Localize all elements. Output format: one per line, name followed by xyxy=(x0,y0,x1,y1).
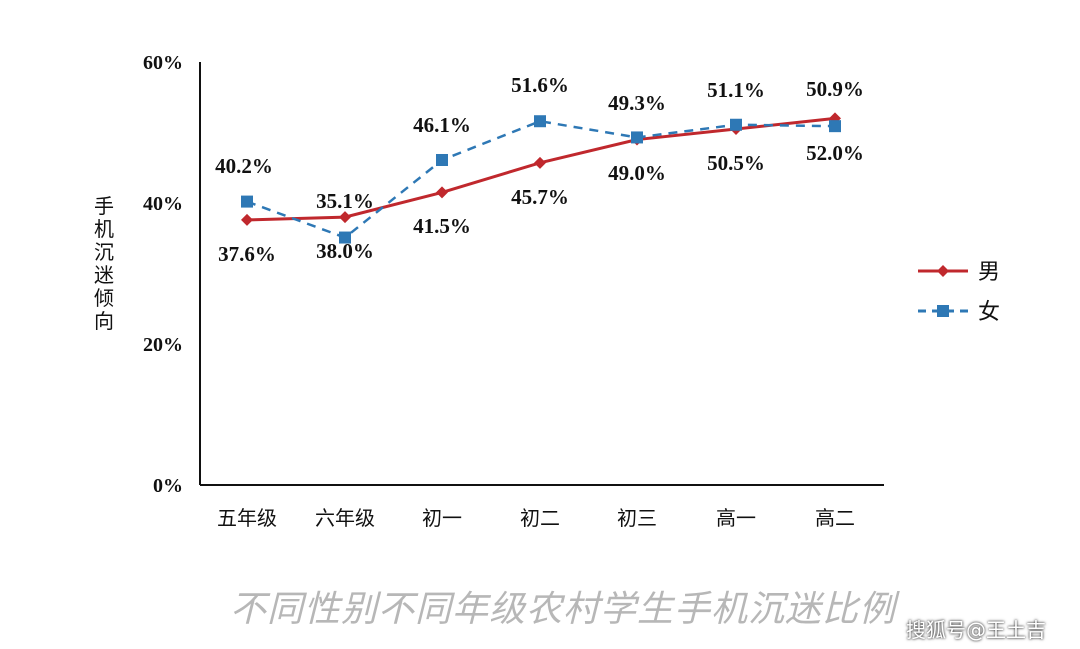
data-label: 37.6% xyxy=(218,242,276,266)
data-label: 50.5% xyxy=(707,151,765,175)
data-label: 50.9% xyxy=(806,77,864,101)
marker-square xyxy=(436,153,448,166)
marker-diamond xyxy=(241,213,253,226)
x-category-label: 初三 xyxy=(617,506,657,530)
data-labels: 37.6% 38.0% 41.5% 45.7% 49.0% 50.5% 52.0% 40.2%… xyxy=(215,73,864,266)
legend-item-male: 男 xyxy=(918,260,1000,285)
data-label: 49.0% xyxy=(608,161,666,185)
y-axis-label-char: 机 xyxy=(94,217,114,241)
y-axis-label-char: 迷 xyxy=(94,263,114,287)
marker-square xyxy=(339,231,351,244)
y-axis-label-char: 向 xyxy=(94,309,114,333)
data-label: 40.2% xyxy=(215,154,273,178)
y-axis-label-char: 沉 xyxy=(94,240,114,264)
legend: 男女 xyxy=(918,260,1000,325)
marker-diamond xyxy=(937,265,949,277)
data-label: 41.5% xyxy=(413,214,471,238)
chart-axes xyxy=(199,62,884,486)
data-label: 35.1% xyxy=(316,189,374,213)
marker-diamond xyxy=(339,211,351,224)
watermark: 搜狐号@王土吉 xyxy=(906,618,1046,642)
legend-item-female: 女 xyxy=(918,300,1000,325)
data-label: 52.0% xyxy=(806,141,864,165)
x-category-label: 初一 xyxy=(422,506,462,530)
y-tick-label: 0% xyxy=(153,475,183,497)
data-label: 46.1% xyxy=(413,113,471,137)
x-category-labels: 五年级 六年级 初一 初二 初三 高一 高二 xyxy=(217,506,855,530)
x-category-label: 五年级 xyxy=(217,506,277,530)
marker-diamond xyxy=(436,186,448,199)
marker-diamond xyxy=(534,156,546,169)
marker-square xyxy=(241,195,253,208)
data-label: 38.0% xyxy=(316,239,374,263)
y-tick-label: 20% xyxy=(143,334,183,356)
chart-series xyxy=(241,112,841,244)
marker-square xyxy=(631,131,643,144)
marker-square xyxy=(937,305,949,317)
x-category-label: 初二 xyxy=(520,506,560,530)
y-axis-label-char: 倾 xyxy=(94,286,114,310)
y-axis-label-char: 手 xyxy=(94,194,114,218)
data-label: 49.3% xyxy=(608,91,666,115)
x-category-label: 六年级 xyxy=(315,506,375,530)
chart-caption: 不同性别不同年级农村学生手机沉迷比例 xyxy=(230,589,897,630)
series-line xyxy=(246,119,836,239)
marker-square xyxy=(534,115,546,128)
legend-label: 男 xyxy=(978,260,1000,285)
data-label: 45.7% xyxy=(511,185,569,209)
x-category-label: 高二 xyxy=(815,506,855,530)
marker-square xyxy=(730,118,742,131)
data-label: 51.1% xyxy=(707,78,765,102)
data-label: 51.6% xyxy=(511,73,569,97)
legend-label: 女 xyxy=(978,300,1000,325)
x-category-label: 高一 xyxy=(716,506,756,530)
y-tick-labels: 0% 20% 40% 60% xyxy=(143,52,183,497)
y-tick-label: 40% xyxy=(143,193,183,215)
y-tick-label: 60% xyxy=(143,52,183,74)
series-female xyxy=(241,115,841,244)
marker-square xyxy=(829,120,841,133)
